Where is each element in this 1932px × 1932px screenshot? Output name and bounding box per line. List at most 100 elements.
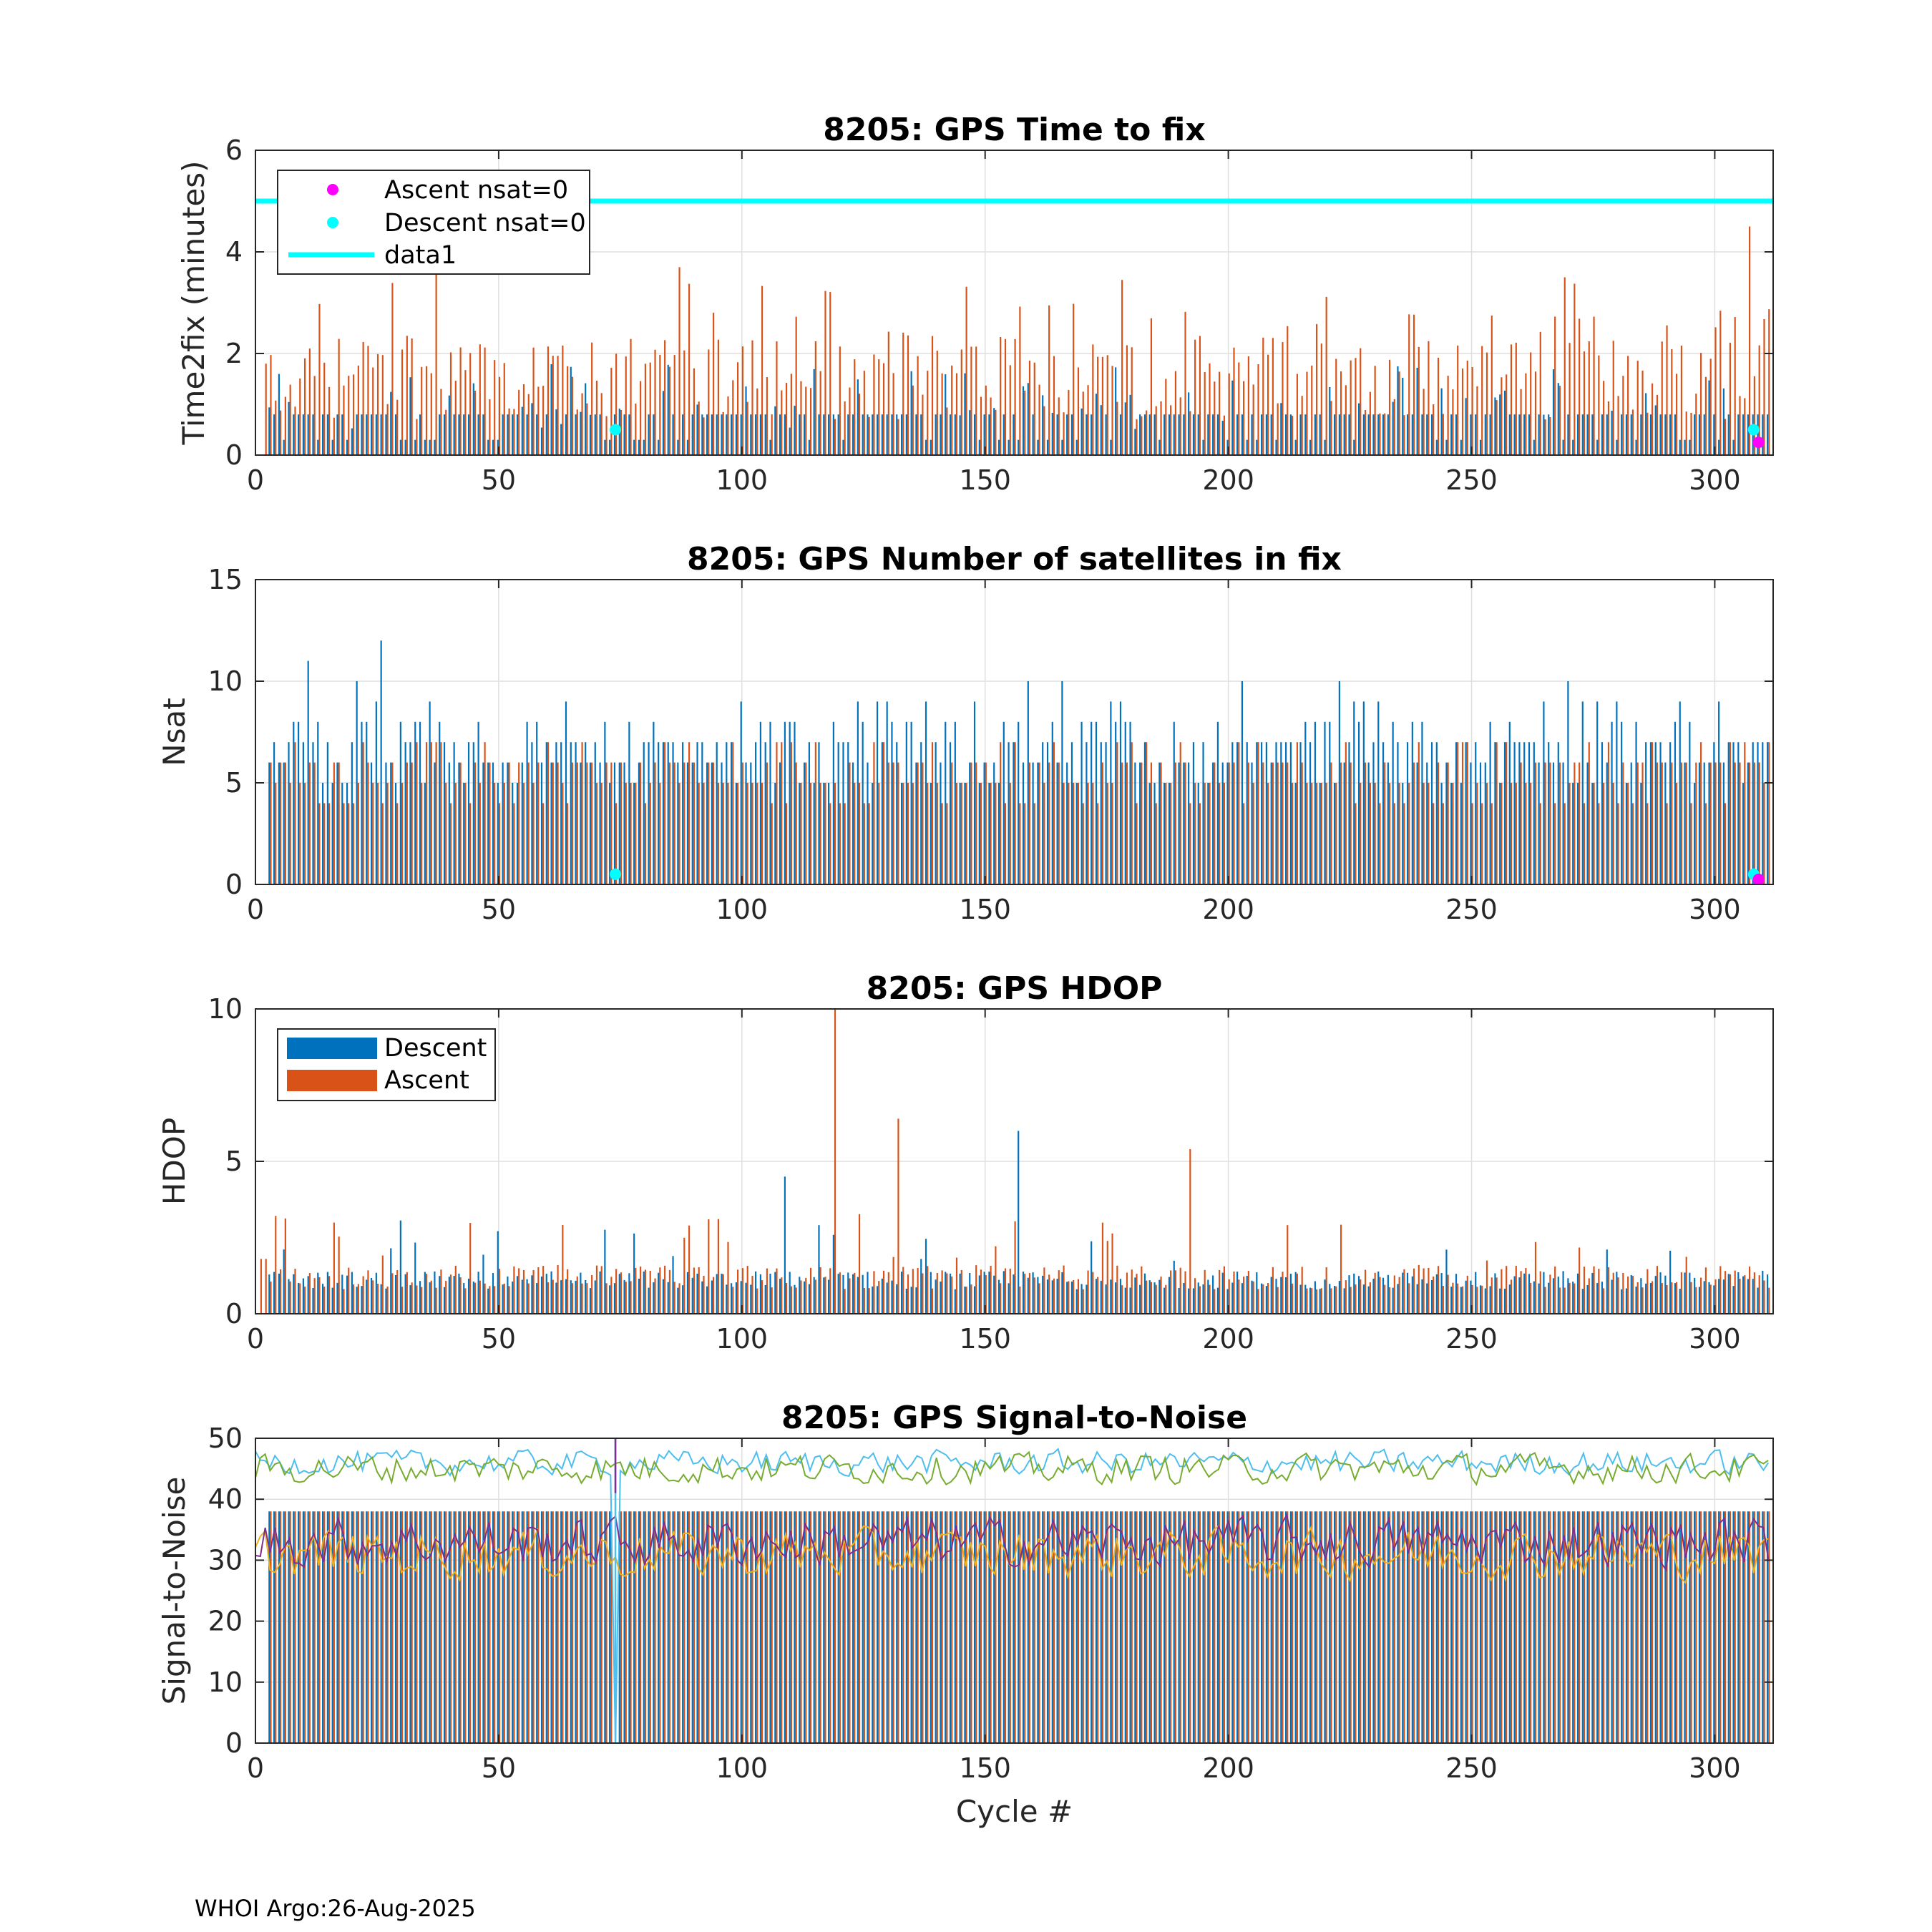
descent-bar	[1508, 1511, 1511, 1743]
descent-bar	[526, 1279, 528, 1314]
ascent-bar	[630, 1281, 632, 1314]
ascent-bar	[1729, 742, 1731, 884]
ascent-bar	[411, 762, 413, 884]
ascent-bar	[1631, 1275, 1634, 1314]
descent-bar	[370, 1277, 373, 1314]
descent-bar	[677, 1287, 679, 1314]
descent-bar	[1348, 1511, 1350, 1743]
descent-bar	[1548, 1282, 1550, 1314]
ascent-bar	[1004, 338, 1007, 455]
descent-bar	[940, 414, 942, 455]
ascent-bar	[1131, 1511, 1133, 1743]
ascent-bar	[503, 363, 505, 455]
descent-bar	[317, 439, 319, 455]
ascent-bar	[1442, 1286, 1444, 1314]
ascent-bar	[489, 399, 491, 455]
descent-bar	[672, 742, 674, 884]
ascent-bar	[1418, 1511, 1420, 1743]
descent-bar	[731, 1283, 733, 1314]
descent-bar	[575, 742, 577, 884]
descent-bar	[1606, 414, 1608, 455]
descent-bar	[1513, 742, 1516, 884]
descent-bar	[293, 1274, 295, 1314]
ascent-bar	[927, 371, 929, 455]
ascent-bar	[912, 1269, 914, 1314]
descent-bar	[1173, 414, 1175, 455]
descent-bar	[1562, 1271, 1564, 1314]
ascent-bar	[1491, 1511, 1493, 1743]
descent-bar	[808, 742, 810, 884]
ascent-bar	[1296, 742, 1298, 884]
descent-bar	[1270, 762, 1272, 884]
ascent-bar	[737, 1269, 739, 1314]
descent-bar	[1153, 414, 1156, 455]
descent-bar	[1659, 1272, 1662, 1314]
ascent-bar	[683, 762, 686, 884]
descent-bar	[1119, 414, 1122, 455]
ascent-bar	[1413, 762, 1415, 884]
ascent-bar	[1101, 762, 1104, 884]
ascent-bar	[527, 1511, 530, 1743]
descent-bar	[891, 414, 893, 455]
descent-bar	[1576, 1511, 1579, 1743]
ascent-bar	[761, 1280, 763, 1314]
legend-swatch-descent	[287, 1038, 377, 1059]
descent-bar	[424, 783, 426, 884]
descent-bar	[482, 414, 484, 455]
descent-bar	[1674, 1511, 1677, 1743]
ascent-bar	[1408, 314, 1410, 455]
descent-bar	[536, 1283, 538, 1314]
descent-bar	[1280, 742, 1282, 884]
ascent-bar	[605, 416, 608, 455]
ascent-bar	[435, 1287, 437, 1314]
ascent-bar	[605, 762, 608, 884]
descent-bar	[1226, 439, 1229, 455]
descent-bar	[1606, 762, 1608, 884]
descent-bar	[1226, 762, 1229, 884]
descent-bar	[1698, 1287, 1701, 1314]
descent-bar	[1518, 742, 1521, 884]
ascent-bar	[1515, 1511, 1517, 1743]
snr-line-yellow	[255, 1524, 1769, 1584]
descent-bar	[1640, 1278, 1642, 1314]
descent-bar	[813, 1277, 815, 1314]
descent-bar	[293, 1511, 295, 1743]
chart-title: 8205: GPS HDOP	[867, 970, 1163, 1007]
descent-bar	[1261, 1283, 1263, 1314]
ascent-bar	[532, 347, 535, 455]
descent-bar	[331, 1511, 333, 1743]
ascent-bar	[313, 1278, 316, 1314]
descent-bar	[555, 1282, 557, 1314]
ascent-bar	[1753, 762, 1755, 884]
ascent-bar	[284, 1218, 286, 1314]
ascent-bar	[917, 1268, 919, 1314]
ascent-bar	[435, 742, 437, 884]
descent-bar	[1066, 762, 1068, 884]
ascent-bar	[586, 403, 588, 455]
descent-bar	[570, 1511, 572, 1743]
ascent-bar	[1223, 415, 1225, 455]
descent-bar	[1158, 439, 1161, 455]
descent-bar	[618, 1274, 620, 1314]
descent-bar	[978, 1275, 980, 1314]
descent-bar	[1105, 414, 1107, 455]
descent-bar	[429, 1511, 431, 1743]
ascent-bar	[1223, 1266, 1225, 1314]
ascent-bar	[1719, 1266, 1722, 1314]
ascent-bar	[1724, 803, 1727, 884]
ascent-bar	[600, 1266, 602, 1314]
ascent-bar	[1428, 1511, 1430, 1743]
ascent-bar	[1398, 1511, 1400, 1743]
ascent-bar	[308, 762, 311, 884]
ascent-bar	[946, 1273, 948, 1314]
ascent-bar	[270, 762, 272, 884]
descent-bar	[827, 414, 830, 455]
ascent-bar	[766, 377, 768, 455]
descent-bar	[638, 1511, 640, 1743]
ascent-bar	[367, 762, 369, 884]
ascent-bar	[275, 1216, 277, 1314]
ascent-bar	[449, 1274, 452, 1314]
descent-bar	[1091, 414, 1093, 455]
descent-bar	[419, 721, 421, 884]
ascent-bar	[746, 1511, 748, 1743]
